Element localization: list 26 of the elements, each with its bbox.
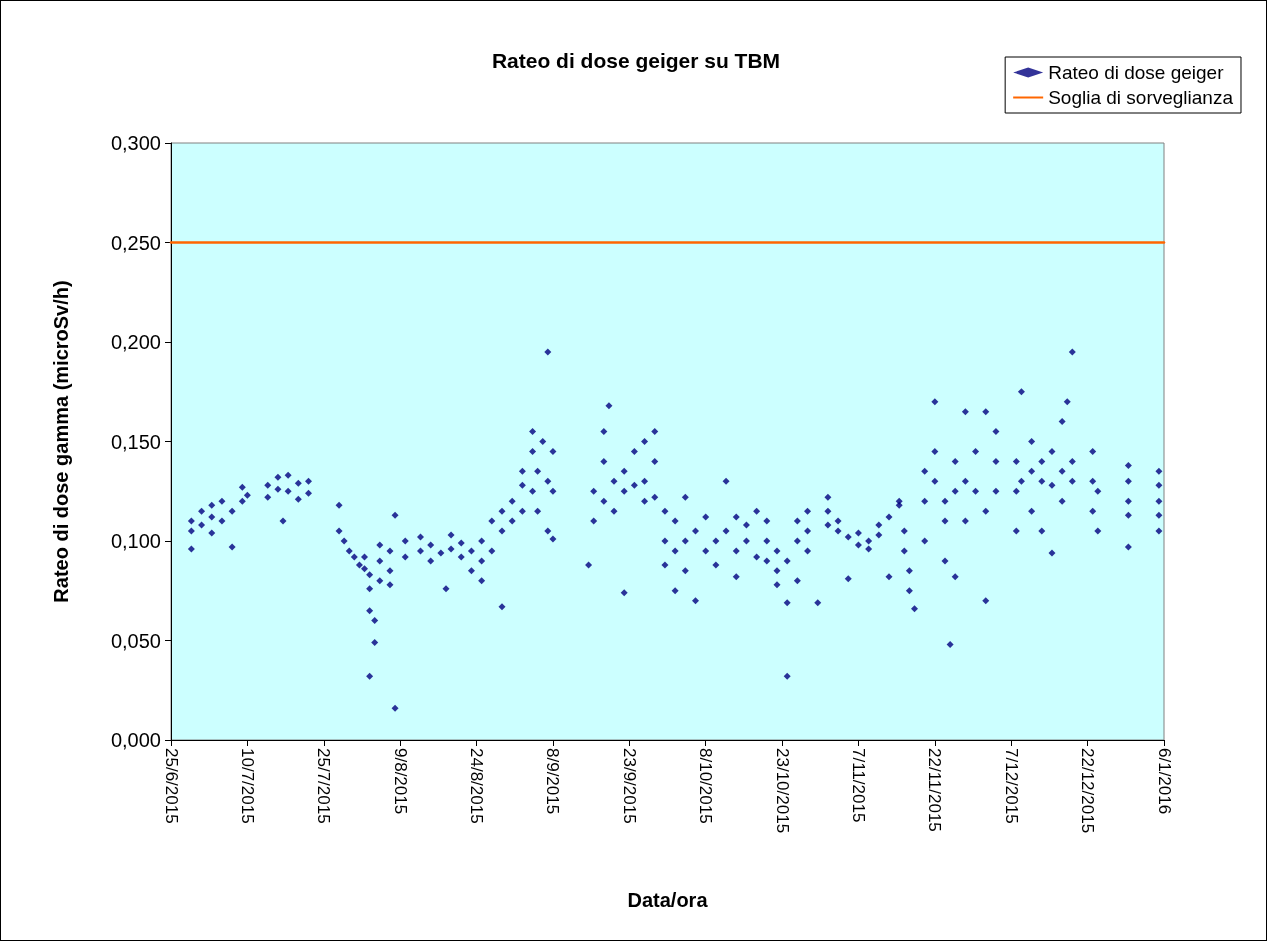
x-axis-title: Data/ora [627, 889, 709, 911]
x-tick-label: 23/9/2015 [619, 748, 639, 824]
x-tick-label: 25/6/2015 [161, 748, 181, 824]
x-tick-label: 25/7/2015 [314, 748, 334, 824]
y-tick-label: 0,250 [110, 231, 161, 254]
x-tick-label: 6/1/2016 [1154, 748, 1174, 815]
y-tick-label: 0,050 [110, 629, 161, 652]
y-axis-title: Rateo di dose gamma (microSv/h) [50, 280, 72, 603]
x-tick-label: 9/8/2015 [390, 748, 410, 815]
x-tick-label: 8/10/2015 [696, 748, 716, 824]
x-tick-label: 7/11/2015 [848, 748, 868, 823]
x-tick-label: 22/11/2015 [925, 748, 945, 832]
legend-label: Soglia di sorveglianza [1048, 87, 1234, 108]
y-tick-label: 0,300 [110, 132, 161, 154]
x-tick-label: 8/9/2015 [543, 748, 563, 815]
y-tick-label: 0,200 [110, 331, 161, 353]
chart-title: Rateo di dose geiger su TBM [491, 49, 781, 72]
x-tick-label: 22/12/2015 [1078, 748, 1098, 834]
x-tick-label: 7/12/2015 [1001, 748, 1021, 824]
y-tick-label: 0,000 [110, 729, 161, 751]
y-tick-label: 0,150 [110, 430, 161, 453]
y-tick-label: 0,100 [110, 530, 161, 552]
x-tick-label: 24/8/2015 [467, 748, 487, 824]
legend-label: Rateo di dose geiger [1048, 62, 1225, 83]
x-tick-label: 23/10/2015 [772, 748, 792, 834]
x-tick-label: 10/7/2015 [237, 748, 257, 824]
